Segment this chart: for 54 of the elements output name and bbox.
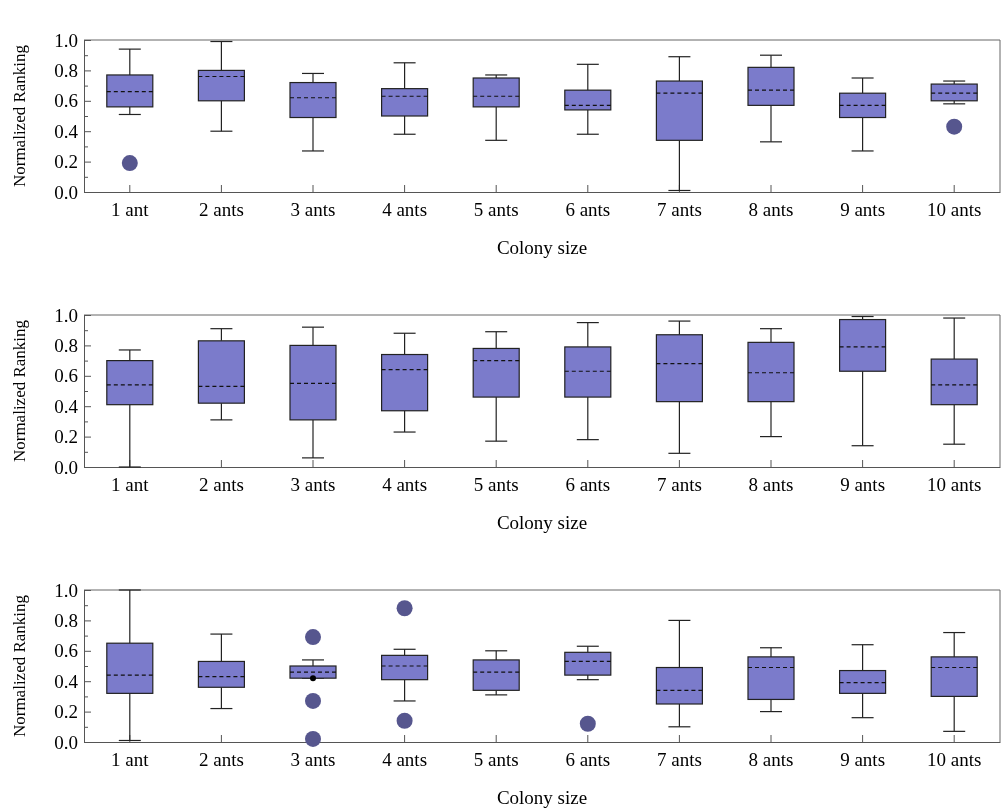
y-tick-label: 0.0: [54, 731, 78, 753]
x-tick-label: 4 ants: [382, 473, 428, 495]
x-tick-label: 4 ants: [382, 198, 428, 220]
x-tick-label: 8 ants: [748, 748, 794, 770]
x-tick-label: 6 ants: [565, 198, 611, 220]
x-tick-label: 7 ants: [656, 198, 702, 220]
y-axis-title: Normalized Ranking: [10, 319, 29, 463]
x-tick-label: 9 ants: [840, 198, 886, 220]
x-axis-title: Colony size: [496, 237, 588, 258]
y-axis-title: Normalized Ranking: [10, 594, 29, 738]
y-tick-label: 0.6: [54, 365, 78, 387]
x-tick-label: 5 ants: [473, 473, 519, 495]
x-tick-label: 3 ants: [290, 748, 336, 770]
x-tick-label: 5 ants: [473, 748, 519, 770]
x-tick-label: 2 ants: [198, 198, 244, 220]
x-axis-title: Colony size: [496, 787, 588, 808]
x-tick-label: 7 ants: [656, 748, 702, 770]
x-tick-label: 10 ants: [927, 198, 982, 220]
x-tick-label: 4 ants: [382, 748, 428, 770]
y-tick-label: 0.8: [54, 59, 78, 81]
x-tick-label: 6 ants: [565, 748, 611, 770]
x-tick-label: 8 ants: [748, 198, 794, 220]
x-tick-label: 3 ants: [290, 198, 336, 220]
x-tick-label: 1 ant: [111, 748, 150, 770]
y-tick-label: 0.8: [54, 609, 78, 631]
x-tick-label: 1 ant: [111, 473, 150, 495]
y-tick-label: 0.2: [54, 701, 78, 723]
x-tick-label: 9 ants: [840, 748, 886, 770]
x-tick-label: 10 ants: [927, 748, 982, 770]
y-tick-label: 0.8: [54, 334, 78, 356]
x-tick-label: 6 ants: [565, 473, 611, 495]
y-tick-label: 0.0: [54, 181, 78, 203]
y-tick-label: 0.6: [54, 640, 78, 662]
x-tick-label: 2 ants: [198, 748, 244, 770]
x-tick-label: 10 ants: [927, 473, 982, 495]
y-tick-label: 0.6: [54, 90, 78, 112]
y-axis-title: Normalized Ranking: [10, 44, 29, 188]
x-tick-label: 1 ant: [111, 198, 150, 220]
x-tick-label: 5 ants: [473, 198, 519, 220]
y-tick-label: 0.2: [54, 426, 78, 448]
x-tick-label: 9 ants: [840, 473, 886, 495]
x-tick-label: 7 ants: [656, 473, 702, 495]
y-tick-label: 1.0: [54, 579, 78, 601]
y-tick-label: 1.0: [54, 29, 78, 51]
x-tick-label: 8 ants: [748, 473, 794, 495]
x-axis-title: Colony size: [496, 512, 588, 533]
y-tick-label: 0.0: [54, 456, 78, 478]
y-tick-label: 0.4: [54, 120, 79, 142]
x-tick-label: 2 ants: [198, 473, 244, 495]
y-tick-label: 0.4: [54, 670, 79, 692]
x-tick-label: 3 ants: [290, 473, 336, 495]
y-tick-label: 1.0: [54, 304, 78, 326]
y-tick-label: 0.2: [54, 151, 78, 173]
y-tick-label: 0.4: [54, 395, 79, 417]
